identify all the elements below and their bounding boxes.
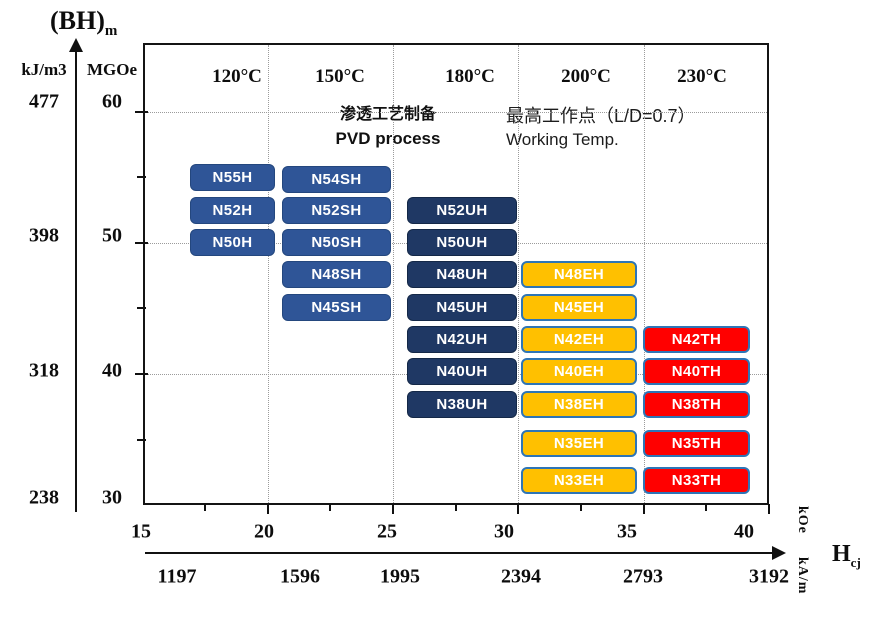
x-axis-tick-minor (705, 504, 707, 511)
grade-box-n52sh: N52SH (282, 197, 391, 224)
h-gridline (145, 112, 767, 113)
y-axis-tick-major (135, 242, 148, 244)
x-axis-tick-minor (329, 504, 331, 511)
x-axis-tick-major (267, 504, 269, 514)
x-axis-kam-label: 1995 (380, 565, 420, 588)
temp-header-th: 230°C (677, 66, 727, 87)
x-axis-kam-label: 1197 (157, 565, 197, 588)
x-axis-kam-label: 1596 (280, 565, 320, 588)
grade-box-n35eh: N35EH (521, 430, 637, 457)
grade-box-n38eh: N38EH (521, 391, 637, 418)
x-axis-tick-minor (204, 504, 206, 511)
x-axis-koe-label: 40 (734, 520, 754, 543)
grade-box-n35th: N35TH (643, 430, 750, 457)
grade-box-n50h: N50H (190, 229, 275, 256)
x-axis-koe-label: 30 (494, 520, 514, 543)
y-axis-arrow-head (69, 38, 83, 52)
grade-box-n50uh: N50UH (407, 229, 517, 256)
x-axis-koe-label: 15 (131, 520, 151, 543)
grade-box-n40eh: N40EH (521, 358, 637, 385)
x-axis-koe-label: 35 (617, 520, 637, 543)
x-axis-unit-kam: kA/m (795, 557, 810, 595)
v-gridline (518, 45, 519, 503)
x-axis-title: Hcj (832, 541, 861, 571)
y-axis-tick-major (135, 373, 148, 375)
temp-header-h: 120°C (212, 66, 262, 87)
x-axis-unit-koe: kOe (795, 506, 810, 534)
x-axis-tick-minor (455, 504, 457, 511)
grade-box-n52uh: N52UH (407, 197, 517, 224)
temp-header-eh: 200°C (561, 66, 611, 87)
grade-box-n33eh: N33EH (521, 467, 637, 494)
grade-box-n40uh: N40UH (407, 358, 517, 385)
x-axis-arrow-head (772, 546, 786, 560)
x-axis-tick-minor (580, 504, 582, 511)
y-axis-kjm3-label: 318 (29, 359, 59, 382)
y-axis-tick-minor (137, 307, 146, 309)
y-axis-mgoe-label: 40 (102, 359, 122, 382)
x-axis-tick-major (392, 504, 394, 514)
y-axis-title-main: (BH) (50, 6, 105, 35)
annotation-pvd-process: 渗透工艺制备 PVD process (336, 103, 441, 151)
grade-box-n40th: N40TH (643, 358, 750, 385)
y-axis-mgoe-label: 60 (102, 90, 122, 113)
y-axis-arrow-shaft (75, 52, 77, 512)
y-axis-unit-kjm3: kJ/m3 (21, 60, 67, 79)
v-gridline (393, 45, 394, 503)
grade-box-n48uh: N48UH (407, 261, 517, 288)
grade-box-n42uh: N42UH (407, 326, 517, 353)
grade-box-n55h: N55H (190, 164, 275, 191)
x-axis-tick-major (643, 504, 645, 514)
y-axis-tick-minor (137, 439, 146, 441)
y-axis-title: (BH)m (50, 6, 117, 40)
y-axis-mgoe-label: 50 (102, 224, 122, 247)
grade-box-n52h: N52H (190, 197, 275, 224)
x-axis-tick-major (768, 504, 770, 514)
grade-box-n45sh: N45SH (282, 294, 391, 321)
y-axis-kjm3-label: 398 (29, 224, 59, 247)
v-gridline (644, 45, 645, 503)
y-axis-unit-mgoe: MGOe (86, 60, 138, 79)
y-axis-kjm3-label: 238 (29, 486, 59, 509)
annotation-working-temp-en: Working Temp. (506, 130, 619, 149)
grade-box-n50sh: N50SH (282, 229, 391, 256)
grade-box-n38th: N38TH (643, 391, 750, 418)
grade-box-n42th: N42TH (643, 326, 750, 353)
grade-box-n45uh: N45UH (407, 294, 517, 321)
y-axis-kjm3-label: 477 (29, 90, 59, 113)
x-axis-title-sub: cj (850, 554, 861, 570)
y-axis-tick-major (135, 111, 148, 113)
x-axis-arrow-shaft (145, 552, 773, 554)
y-axis-title-sub: m (104, 23, 118, 40)
grade-box-n54sh: N54SH (282, 166, 391, 193)
x-axis-kam-label: 2793 (623, 565, 663, 588)
grade-box-n48sh: N48SH (282, 261, 391, 288)
temp-header-uh: 180°C (445, 66, 495, 87)
grade-box-n45eh: N45EH (521, 294, 637, 321)
grade-box-n33th: N33TH (643, 467, 750, 494)
grade-box-n42eh: N42EH (521, 326, 637, 353)
x-axis-koe-label: 25 (377, 520, 397, 543)
grade-box-n48eh: N48EH (521, 261, 637, 288)
y-axis-tick-minor (137, 176, 146, 178)
x-axis-koe-label: 20 (254, 520, 274, 543)
temp-header-sh: 150°C (315, 66, 365, 87)
v-gridline (268, 45, 269, 503)
annotation-pvd-process-en: PVD process (335, 129, 441, 148)
x-axis-kam-label: 2394 (501, 565, 541, 588)
grade-box-n38uh: N38UH (407, 391, 517, 418)
y-axis-mgoe-label: 30 (102, 486, 122, 509)
x-axis-kam-label: 3192 (749, 565, 789, 588)
x-axis-title-main: H (832, 541, 851, 567)
annotation-pvd-process-zh: 渗透工艺制备 (339, 106, 437, 123)
annotation-working-temp-zh: 最高工作点（L/D=0.7） (506, 106, 696, 126)
annotation-working-temp: 最高工作点（L/D=0.7） Working Temp. (506, 104, 696, 152)
x-axis-tick-major (517, 504, 519, 514)
